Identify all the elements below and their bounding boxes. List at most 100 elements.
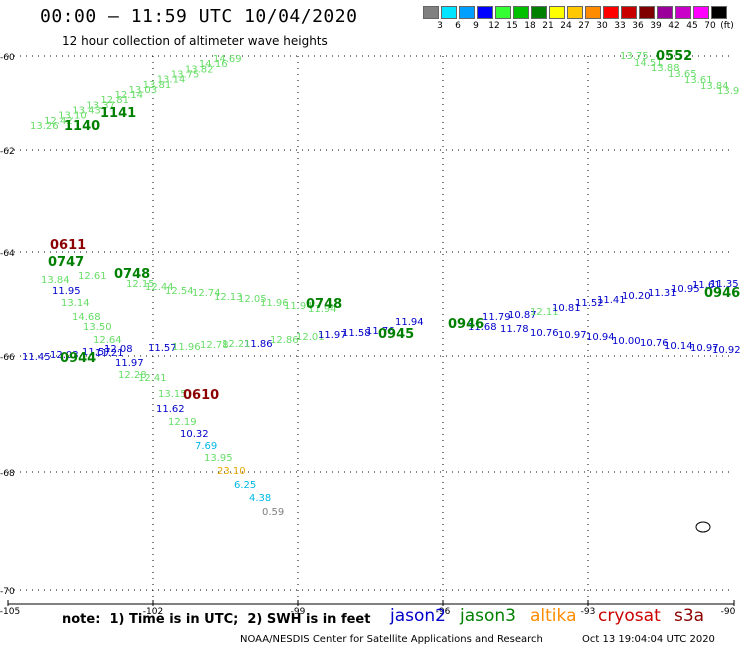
pass-time-label: 0611 <box>50 238 86 253</box>
wave-height-obs: 10.00 <box>612 336 641 347</box>
wave-height-obs: 12.61 <box>78 271 107 282</box>
wave-height-obs: 13.37 <box>86 100 115 111</box>
island-outline <box>695 521 711 533</box>
wave-height-obs: 10.87 <box>508 310 537 321</box>
wave-height-obs: 12.01 <box>296 332 325 343</box>
wave-height-obs: 14.16 <box>199 59 228 70</box>
wave-height-obs: 13.95 <box>204 453 233 464</box>
wave-height-obs: 13.15 <box>158 389 187 400</box>
legend-swatch <box>585 6 601 19</box>
timestamp-text: Oct 13 19:04:04 UTC 2020 <box>582 634 715 645</box>
legend-swatch <box>423 6 439 19</box>
pass-time-label: 0946 <box>448 317 484 332</box>
y-tick-label: -64 <box>0 249 15 259</box>
legend-swatch <box>513 6 529 19</box>
wave-height-obs: 13.81 <box>143 80 172 91</box>
legend-swatch <box>603 6 619 19</box>
legend-label: 24 <box>560 21 572 31</box>
legend-label: 12 <box>488 21 500 31</box>
pass-time-label: 1140 <box>64 119 100 134</box>
legend-swatch <box>567 6 583 19</box>
wave-height-obs: 12.21 <box>222 339 251 350</box>
wave-height-obs: 12.05 <box>238 294 267 305</box>
wave-height-obs: 11.52 <box>575 298 604 309</box>
wave-height-obs: 13.50 <box>83 322 112 333</box>
wave-height-obs: 10.32 <box>180 429 209 440</box>
legend-label: 21 <box>542 21 554 31</box>
wave-height-obs: 11.58 <box>342 328 371 339</box>
wave-height-obs: 13.26 <box>30 121 59 132</box>
legend-jason3: jason3 <box>460 606 516 626</box>
wave-height-obs: 10.97 <box>690 343 719 354</box>
wave-height-obs: 12.86 <box>270 335 299 346</box>
legend-label: 70 <box>704 21 716 31</box>
legend-cryosat: cryosat <box>598 606 661 626</box>
wave-height-obs: 10.76 <box>530 328 559 339</box>
wave-height-obs: 13.84 <box>700 81 729 92</box>
wave-height-obs: 13.10 <box>58 111 87 122</box>
legend-swatch <box>549 6 565 19</box>
legend-swatch <box>711 6 727 19</box>
wave-height-obs: 12.42 <box>44 116 73 127</box>
pass-time-label: 0610 <box>183 388 219 403</box>
wave-height-obs: 13.43 <box>72 106 101 117</box>
wave-height-obs: 11.86 <box>244 339 273 350</box>
legend-label: 6 <box>455 21 461 31</box>
pass-time-label: 0748 <box>306 297 342 312</box>
wave-height-obs: 13.03 <box>129 85 158 96</box>
note-text: note: 1) Time is in UTC; 2) SWH is in fe… <box>62 612 371 627</box>
x-tick-label: -99 <box>291 607 306 617</box>
wave-height-obs: 12.41 <box>138 373 167 384</box>
wave-height-obs: 11.96 <box>172 342 201 353</box>
legend-swatch <box>441 6 457 19</box>
legend-s3a: s3a <box>674 606 705 626</box>
wave-height-obs: 11.57 <box>82 347 111 358</box>
wave-height-obs: 12.78 <box>200 340 229 351</box>
wave-height-obs: 11.31 <box>648 288 677 299</box>
observations: 13.2612.4213.1013.4313.3712.8112.1413.03… <box>22 51 740 518</box>
map-subtitle: 12 hour collection of altimeter wave hei… <box>62 34 328 48</box>
wave-height-obs: 11.79 <box>482 312 511 323</box>
wave-height-obs: 11.97 <box>318 330 347 341</box>
pass-time-label: 0945 <box>378 327 414 342</box>
map-title: 00:00 – 11:59 UTC 10/04/2020 <box>40 6 358 27</box>
wave-height-obs: 12.11 <box>530 307 559 318</box>
wave-height-obs: 11.57 <box>148 343 177 354</box>
pass-time-label: 1141 <box>100 106 136 121</box>
legend-label: 36 <box>632 21 644 31</box>
legend-unit: (ft) <box>720 21 734 31</box>
wave-height-obs: 12.15 <box>126 279 155 290</box>
legend-altika: altika <box>530 606 577 626</box>
legend-label: 42 <box>668 21 680 31</box>
wave-height-obs: 11.61 <box>692 280 721 291</box>
wave-height-obs: 11.62 <box>156 404 185 415</box>
legend-label: 15 <box>506 21 518 31</box>
legend-swatch <box>657 6 673 19</box>
wave-height-obs: 11.94 <box>308 304 337 315</box>
wave-height-obs: 14.68 <box>72 312 101 323</box>
legend-label: 18 <box>524 21 536 31</box>
wave-height-obs: 10.92 <box>712 345 740 356</box>
wave-height-obs: 13.65 <box>668 69 697 80</box>
legend-swatch <box>675 6 691 19</box>
wave-height-obs: 13.82 <box>185 64 214 75</box>
wave-height-obs: 11.96 <box>260 298 289 309</box>
wave-height-obs: 10.76 <box>640 338 669 349</box>
wave-height-obs: 7.69 <box>195 441 217 452</box>
credit-text: NOAA/NESDIS Center for Satellite Applica… <box>240 634 543 645</box>
legend-swatch <box>531 6 547 19</box>
y-tick-label: -70 <box>0 587 15 597</box>
wave-height-obs: 12.08 <box>104 344 133 355</box>
wave-height-obs: 12.03 <box>50 350 79 361</box>
wave-height-obs: 13.84 <box>41 275 70 286</box>
wave-height-obs: 14.69 <box>213 54 242 65</box>
wave-height-obs: 12.64 <box>93 335 122 346</box>
legend-label: 27 <box>578 21 590 31</box>
legend-label: 33 <box>614 21 626 31</box>
wave-height-obs: 13.75 <box>620 51 649 62</box>
wave-height-obs: 12.14 <box>114 90 143 101</box>
wave-height-obs: 10.20 <box>622 291 651 302</box>
wave-height-obs: 11.35 <box>710 279 739 290</box>
y-tick-label: -68 <box>0 469 15 479</box>
legend-label: 3 <box>437 21 443 31</box>
